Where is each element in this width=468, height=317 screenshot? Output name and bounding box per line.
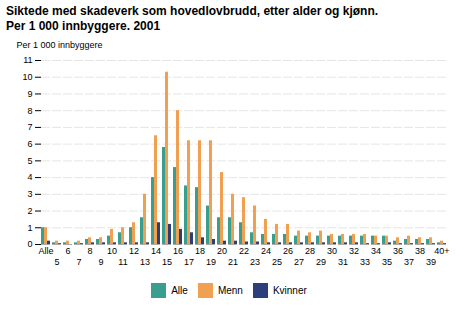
svg-text:25: 25 [272,257,282,267]
svg-text:Alle: Alle [38,246,53,256]
svg-text:35: 35 [382,257,392,267]
html-text:Per 1 000 innbyggere. 2001: Per 1 000 innbyggere. 2001 [6,19,161,33]
svg-text:34: 34 [371,246,381,256]
svg-text:7: 7 [27,122,32,132]
svg-text:9: 9 [98,257,103,267]
svg-text:Per 1 000 innbyggere: Per 1 000 innbyggere [17,40,103,50]
svg-text:9: 9 [27,89,32,99]
svg-text:6: 6 [65,246,70,256]
svg-text:12: 12 [129,246,139,256]
svg-text:8: 8 [87,246,92,256]
svg-text:4: 4 [27,172,32,182]
svg-text:28: 28 [305,246,315,256]
svg-text:11: 11 [118,257,127,267]
svg-text:10: 10 [107,246,117,256]
svg-text:33: 33 [360,257,370,267]
svg-text:6: 6 [27,139,32,149]
svg-text:24: 24 [261,246,271,256]
svg-text:15: 15 [162,257,172,267]
svg-text:38: 38 [415,246,425,256]
svg-text:5: 5 [54,257,59,267]
svg-text:27: 27 [294,257,304,267]
svg-text:19: 19 [206,257,216,267]
svg-text:2: 2 [27,206,32,216]
svg-text:3: 3 [27,189,32,199]
svg-text:16: 16 [173,246,183,256]
svg-text:26: 26 [283,246,293,256]
html-text:Siktede med skadeverk som hove: Siktede med skadeverk som hovedlovbrudd,… [6,4,379,18]
svg-text:1: 1 [27,223,32,233]
svg-text:17: 17 [184,257,194,267]
svg-text:18: 18 [195,246,205,256]
svg-text:29: 29 [316,257,326,267]
html-text:Menn: Menn [217,285,243,296]
svg-text:11: 11 [23,55,32,65]
svg-text:30: 30 [327,246,337,256]
html-text:Alle: Alle [171,285,188,296]
svg-text:13: 13 [140,257,150,267]
svg-text:10: 10 [22,72,32,82]
svg-text:32: 32 [349,246,359,256]
svg-text:37: 37 [404,257,414,267]
svg-text:31: 31 [338,257,348,267]
svg-text:23: 23 [250,257,260,267]
svg-text:40+: 40+ [434,246,449,256]
html-text:Kvinner: Kvinner [272,285,307,296]
svg-text:0: 0 [27,239,32,249]
svg-text:14: 14 [151,246,161,256]
svg-text:22: 22 [239,246,249,256]
svg-text:7: 7 [76,257,81,267]
svg-text:8: 8 [27,106,32,116]
svg-text:5: 5 [27,156,32,166]
svg-text:39: 39 [426,257,436,267]
svg-text:36: 36 [393,246,403,256]
svg-text:20: 20 [217,246,227,256]
svg-text:21: 21 [228,257,238,267]
